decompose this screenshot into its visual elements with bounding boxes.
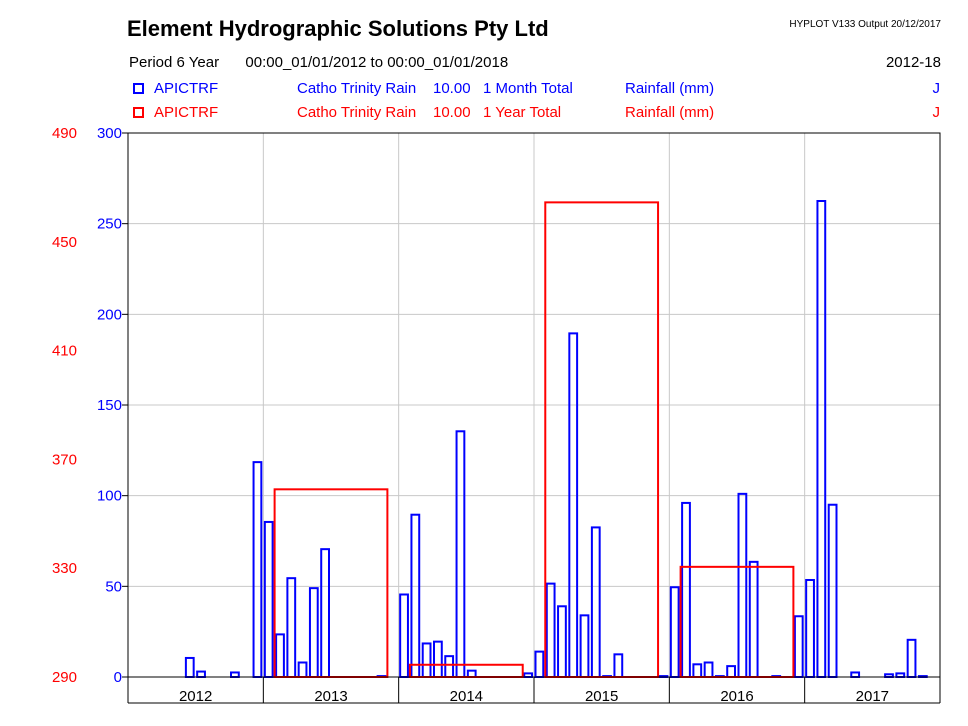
monthly-rainfall-bar: [308, 587, 319, 678]
y-axis-tick-label-outer: 410: [52, 343, 77, 360]
monthly-rainfall-bar: [906, 638, 917, 678]
legend-entry-monthly: [133, 80, 293, 98]
legend-station-annual: Catho Trinity Rain: [297, 104, 417, 121]
monthly-rainfall-bar: [433, 640, 443, 679]
annual-rainfall-box: [408, 663, 524, 679]
y-axis-tick-label-outer: 330: [52, 560, 77, 577]
monthly-rainfall-bar: [827, 503, 838, 678]
legend-units-annual: Rainfall (mm): [625, 104, 715, 121]
annual-rainfall-box: [273, 488, 389, 678]
monthly-rainfall-bar: [793, 615, 804, 679]
x-axis-tick-label: 2017: [856, 688, 889, 705]
monthly-rainfall-bar: [263, 520, 274, 679]
monthly-rainfall-bar: [196, 670, 206, 678]
legend-site-monthly: APICTRF: [154, 80, 219, 97]
monthly-rainfall-bar: [534, 650, 545, 679]
legend-site-annual: APICTRF: [154, 104, 219, 121]
period-length: 6 Year: [176, 54, 220, 71]
y-axis-tick-label-outer: 490: [52, 125, 77, 142]
monthly-rainfall-bar: [726, 665, 737, 678]
monthly-rainfall-bar: [275, 633, 285, 678]
legend-units-monthly: Rainfall (mm): [625, 80, 715, 97]
monthly-rainfall-bar: [230, 671, 240, 679]
monthly-rainfall-bar: [590, 526, 601, 679]
y-axis-tick-label-inner: 200: [97, 306, 122, 323]
monthly-rainfall-bar: [850, 671, 861, 679]
monthly-rainfall-bar: [681, 501, 691, 679]
legend-swatch-monthly: [133, 83, 144, 94]
monthly-rainfall-bar: [444, 655, 455, 678]
y-axis-tick-label-outer: 290: [52, 669, 77, 686]
y-axis-tick-label-inner: 150: [97, 397, 122, 414]
y-axis-tick-label-inner: 250: [97, 216, 122, 233]
legend-flag-monthly: J: [932, 80, 941, 97]
legend-station-monthly: Catho Trinity Rain: [297, 80, 417, 97]
monthly-rainfall-bar: [669, 586, 680, 678]
y-axis-tick-label-inner: 50: [105, 578, 122, 595]
page-title: Element Hydrographic Solutions Pty Ltd: [127, 16, 549, 41]
monthly-rainfall-bar: [613, 653, 624, 678]
x-axis-tick-label: 2016: [720, 688, 753, 705]
x-axis-tick-label: 2014: [450, 688, 483, 705]
x-axis-tick-label: 2015: [585, 688, 618, 705]
legend-variable-annual: 10.00: [433, 104, 471, 121]
monthly-rainfall-bar: [410, 513, 421, 678]
monthly-rainfall-bar: [399, 593, 409, 679]
monthly-rainfall-bar: [703, 661, 714, 679]
y-axis-tick-label-outer: 370: [52, 451, 77, 468]
monthly-rainfall-bar: [557, 605, 567, 679]
legend-aggregation-annual: 1 Year Total: [483, 104, 562, 121]
y-axis-tick-label-inner: 100: [97, 488, 122, 505]
annual-rainfall-box: [679, 565, 795, 679]
monthly-rainfall-bar: [816, 200, 827, 678]
monthly-rainfall-bar: [184, 656, 195, 679]
monthly-rainfall-bar: [568, 332, 579, 678]
monthly-rainfall-bar: [692, 663, 703, 678]
monthly-rainfall-bar: [455, 430, 466, 678]
monthly-rainfall-bar: [421, 642, 432, 678]
legend-flag-annual: J: [932, 104, 941, 121]
period-code: 2012-18: [885, 54, 941, 71]
monthly-rainfall-bar: [523, 672, 534, 679]
program-output-stamp: HYPLOT V133 Output 20/12/2017: [789, 19, 941, 30]
monthly-rainfall-bar: [545, 582, 556, 679]
y-axis-tick-label-inner: 0: [114, 669, 122, 686]
monthly-rainfall-bar: [805, 578, 815, 679]
period-range: 00:00_01/01/2012 to 00:00_01/01/2018: [245, 54, 509, 71]
legend-aggregation-monthly: 1 Month Total: [483, 80, 573, 97]
legend-entry-annual: [133, 104, 293, 122]
monthly-rainfall-bar: [748, 560, 759, 678]
monthly-rainfall-bar: [579, 614, 590, 679]
y-axis-tick-label-outer: 450: [52, 234, 77, 251]
monthly-rainfall-bar: [320, 548, 331, 678]
monthly-rainfall-bar: [252, 461, 263, 678]
monthly-rainfall-bar: [286, 577, 297, 679]
x-axis-tick-label: 2012: [179, 688, 212, 705]
y-axis-tick-label-inner: 300: [97, 125, 122, 142]
monthly-rainfall-bar: [895, 672, 906, 679]
period-label: Period: [129, 54, 173, 71]
legend-variable-monthly: 10.00: [433, 80, 471, 97]
monthly-rainfall-bar: [737, 492, 748, 678]
x-axis-tick-label: 2013: [314, 688, 347, 705]
legend-swatch-annual: [133, 107, 144, 118]
period-row: Period 6 Year 00:00_01/01/2012 to 00:00_…: [129, 54, 508, 71]
monthly-rainfall-bar: [297, 661, 308, 679]
